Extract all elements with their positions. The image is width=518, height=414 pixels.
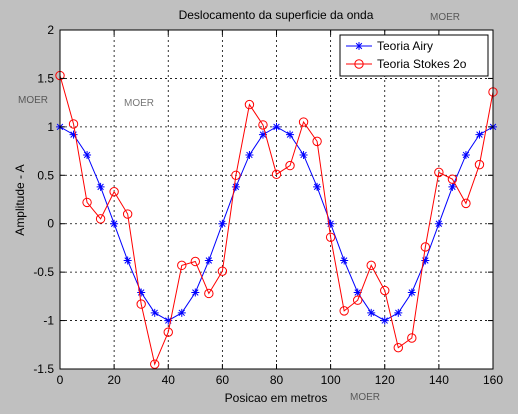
data-point-airy bbox=[204, 256, 213, 265]
data-point-airy bbox=[313, 182, 322, 191]
data-point-airy bbox=[367, 308, 376, 317]
data-point-airy bbox=[475, 130, 484, 139]
data-point-stokes bbox=[447, 174, 458, 184]
y-tick-label: 0 bbox=[47, 217, 54, 231]
x-tick-label: 80 bbox=[270, 373, 284, 387]
data-point-stokes bbox=[177, 260, 187, 271]
chart-title: Deslocamento da superficie da onda bbox=[179, 8, 374, 22]
data-point-stokes bbox=[217, 266, 228, 276]
data-point-stokes bbox=[420, 242, 431, 252]
data-point-airy bbox=[286, 130, 295, 139]
legend: Teoria Airy Teoria Stokes 2o bbox=[339, 34, 489, 77]
y-tick-label: -0.5 bbox=[33, 265, 54, 279]
data-point-stokes bbox=[95, 214, 106, 224]
y-tick-label: 0.5 bbox=[37, 168, 54, 182]
y-tick-label: -1 bbox=[43, 314, 54, 328]
x-tick-label: 160 bbox=[483, 373, 503, 387]
data-point-airy bbox=[421, 256, 430, 265]
data-point-stokes bbox=[285, 160, 295, 171]
legend-stokes-label: Teoria Stokes 2o bbox=[377, 57, 467, 71]
data-point-airy bbox=[150, 308, 159, 317]
data-point-stokes bbox=[122, 209, 133, 219]
data-point-airy bbox=[340, 256, 349, 265]
x-tick-label: 120 bbox=[375, 373, 395, 387]
data-point-airy bbox=[353, 288, 362, 297]
data-point-airy bbox=[164, 316, 173, 325]
y-tick-label: 2 bbox=[47, 23, 54, 37]
x-tick-label: 20 bbox=[107, 373, 121, 387]
data-point-airy bbox=[258, 130, 267, 139]
x-tick-label: 100 bbox=[321, 373, 341, 387]
series-layer bbox=[55, 70, 498, 369]
y-tick-label: -1.5 bbox=[33, 362, 54, 376]
watermark-1: MOER bbox=[18, 95, 48, 106]
data-point-stokes bbox=[271, 169, 282, 180]
data-point-airy bbox=[231, 182, 240, 191]
data-point-airy bbox=[245, 150, 254, 159]
x-tick-label: 140 bbox=[429, 373, 449, 387]
data-point-airy bbox=[177, 308, 186, 317]
data-point-stokes bbox=[82, 197, 92, 208]
data-point-airy bbox=[272, 122, 281, 131]
watermark-3: MOER bbox=[430, 12, 460, 23]
data-point-airy bbox=[299, 150, 308, 159]
data-point-stokes bbox=[352, 295, 363, 305]
legend-airy-marker bbox=[355, 42, 363, 50]
data-point-stokes bbox=[204, 288, 214, 299]
legend-box bbox=[339, 34, 489, 77]
data-point-stokes bbox=[190, 256, 201, 267]
data-point-airy bbox=[394, 308, 403, 317]
data-point-stokes bbox=[298, 117, 309, 127]
watermark-4: MOER bbox=[350, 392, 380, 403]
data-point-airy bbox=[123, 256, 132, 265]
data-point-airy bbox=[434, 219, 443, 228]
legend-airy-label: Teoria Airy bbox=[377, 39, 433, 53]
data-point-stokes bbox=[407, 333, 417, 343]
x-axis-label: Posicao em metros bbox=[225, 391, 328, 405]
data-point-stokes bbox=[461, 198, 471, 209]
legend-stokes-marker bbox=[354, 59, 364, 69]
data-point-stokes bbox=[68, 119, 79, 129]
data-point-stokes bbox=[312, 136, 322, 147]
data-point-airy bbox=[448, 182, 457, 191]
data-point-airy bbox=[407, 288, 416, 297]
data-point-stokes bbox=[163, 327, 173, 337]
y-axis-label: Amplitude - A bbox=[13, 164, 27, 235]
data-point-airy bbox=[110, 219, 119, 228]
data-point-stokes bbox=[136, 299, 146, 309]
data-point-stokes bbox=[258, 120, 268, 130]
data-point-stokes bbox=[434, 167, 444, 178]
y-tick-label: 1 bbox=[47, 120, 54, 134]
data-point-stokes bbox=[474, 159, 485, 170]
data-point-stokes bbox=[231, 170, 241, 180]
y-ticks: -1.5 -1 -0.5 0 0.5 1 1.5 2 bbox=[33, 23, 493, 376]
data-point-airy bbox=[191, 288, 200, 297]
y-tick-label: 1.5 bbox=[37, 71, 54, 85]
series-line-stokes bbox=[59, 75, 494, 366]
data-point-airy bbox=[218, 219, 227, 228]
data-point-airy bbox=[137, 288, 146, 297]
data-point-airy bbox=[326, 219, 335, 228]
data-point-stokes bbox=[339, 306, 349, 316]
data-point-airy bbox=[83, 150, 92, 159]
data-point-stokes bbox=[366, 260, 376, 271]
data-point-stokes bbox=[150, 359, 160, 369]
data-point-stokes bbox=[109, 187, 119, 197]
x-tick-label: 0 bbox=[57, 373, 64, 387]
data-point-stokes bbox=[325, 232, 336, 242]
data-point-stokes bbox=[393, 342, 403, 353]
data-point-airy bbox=[69, 130, 78, 139]
watermarks: MOER MOER MOER MOER bbox=[18, 12, 460, 403]
data-point-airy bbox=[380, 316, 389, 325]
watermark-2: MOER bbox=[124, 98, 154, 109]
x-tick-label: 60 bbox=[216, 373, 230, 387]
x-tick-label: 40 bbox=[162, 373, 176, 387]
x-ticks: 0 20 40 60 80 100 120 140 160 bbox=[57, 30, 503, 387]
data-point-airy bbox=[96, 182, 105, 191]
data-point-stokes bbox=[244, 99, 255, 110]
data-point-airy bbox=[461, 150, 470, 159]
data-point-stokes bbox=[380, 285, 390, 296]
